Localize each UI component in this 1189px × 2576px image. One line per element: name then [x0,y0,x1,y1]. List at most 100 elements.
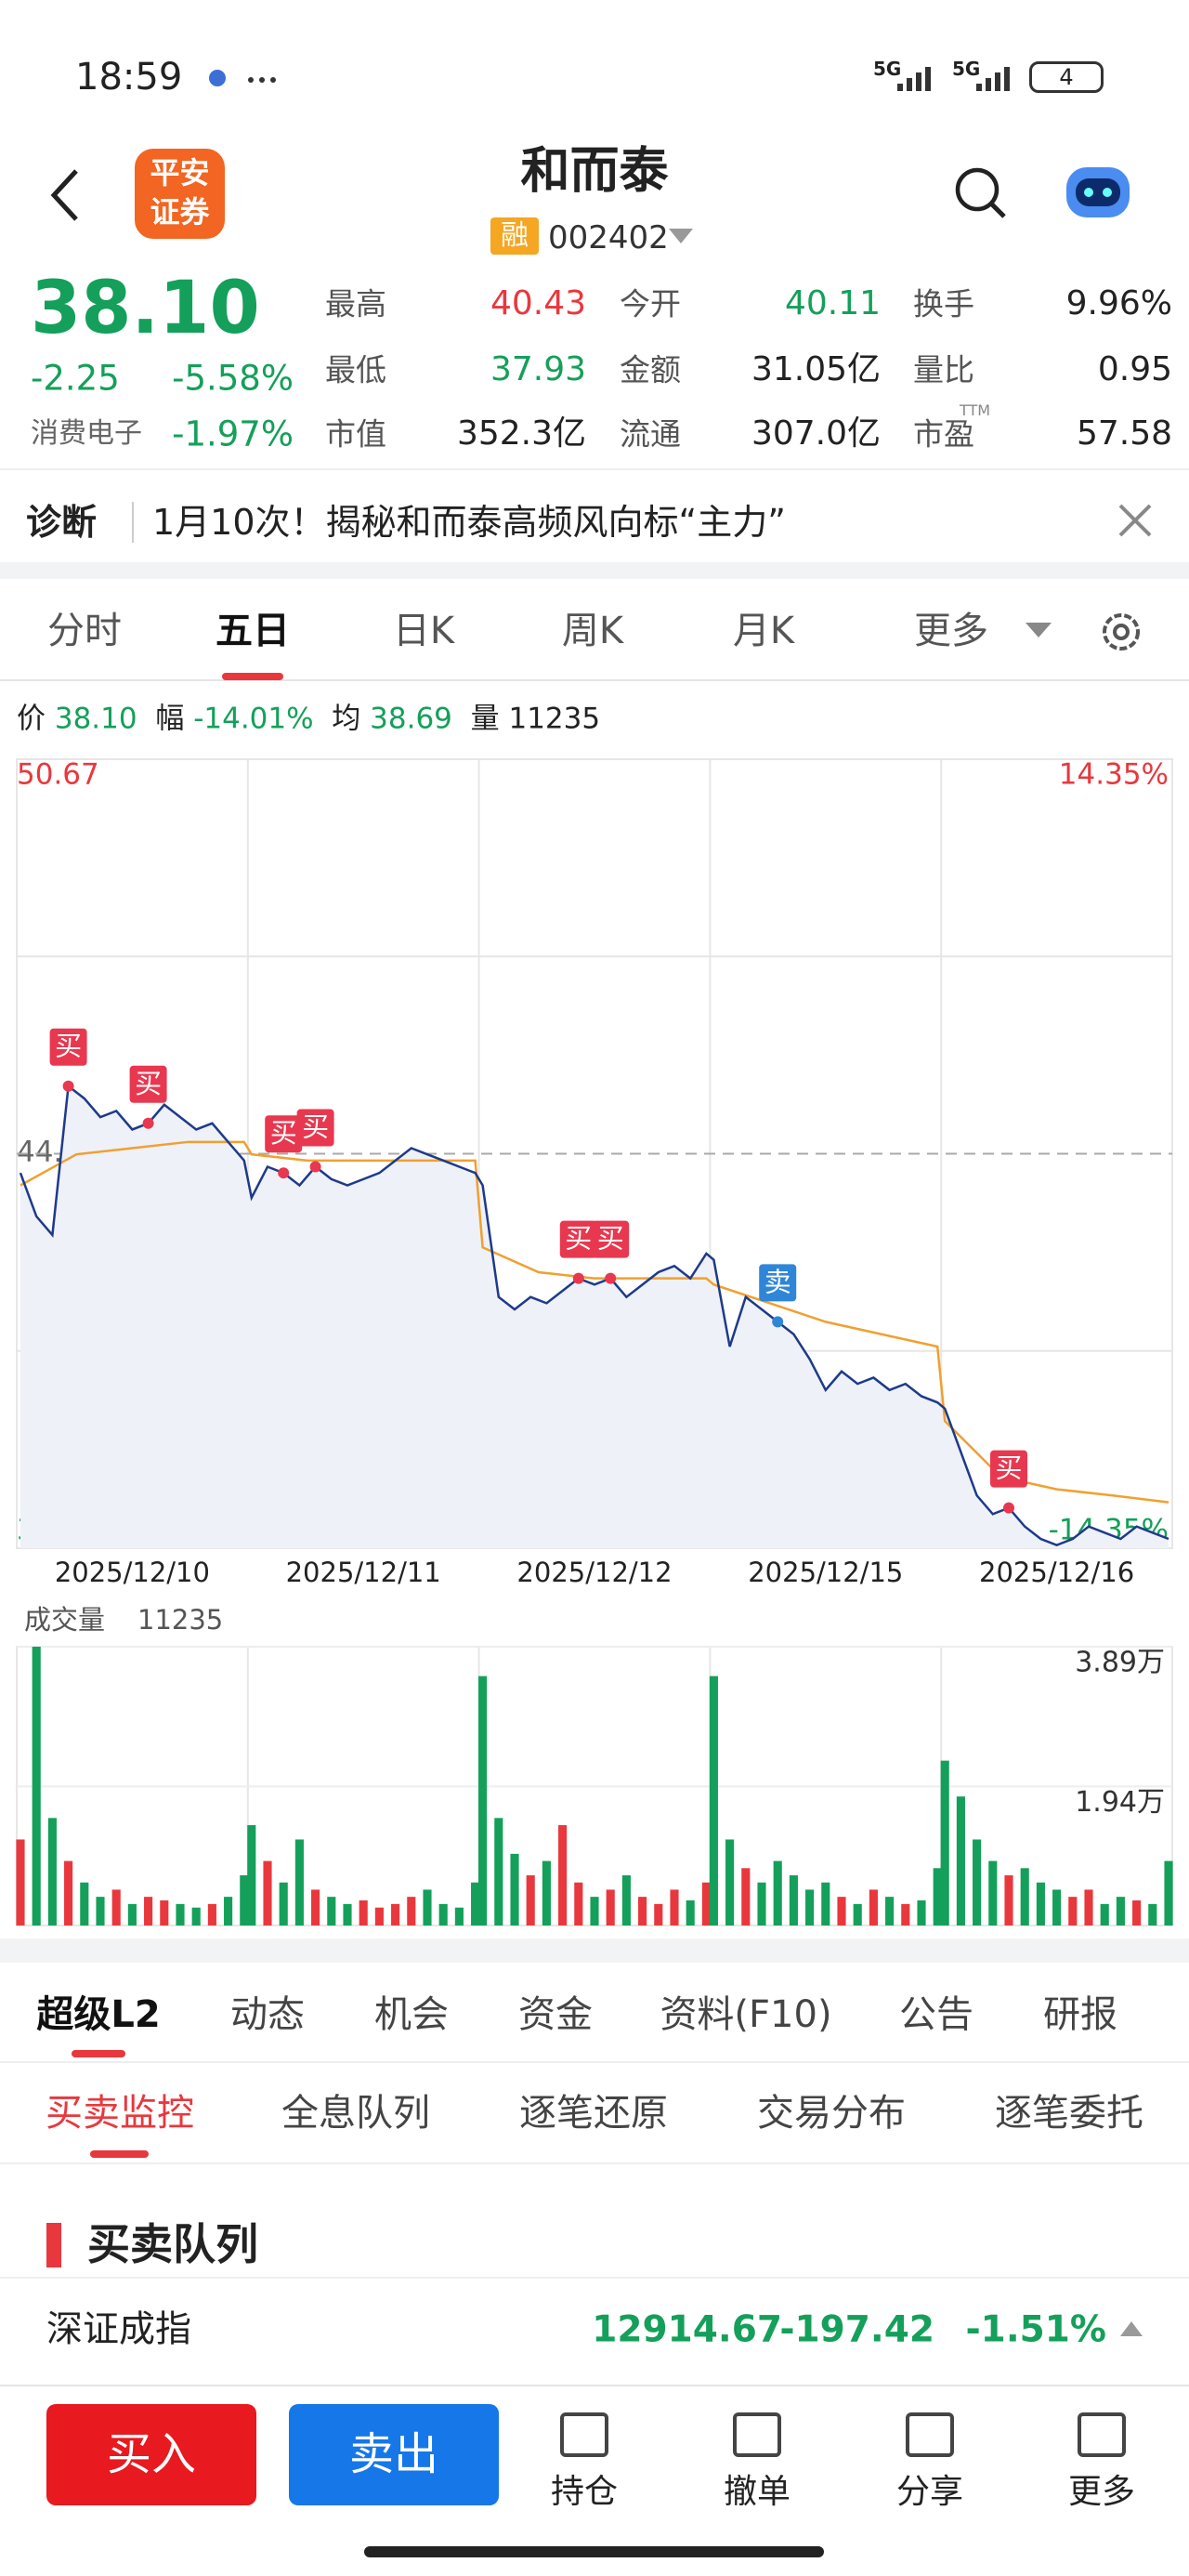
expand[interactable] [1120,2320,1143,2338]
nav-icon[interactable] [733,2412,781,2457]
volume-bar [821,1882,830,1925]
info-label: 均 [332,702,361,736]
trade-dot [572,1272,584,1284]
volume-bar [973,1839,982,1925]
stat-value: 0.95 [1097,350,1172,388]
volume-bar [80,1882,89,1925]
x-tick-label: 2025/12/15 [748,1557,903,1588]
sub-tab[interactable]: 逐笔委托 [995,2092,1143,2135]
stock-code: 002402 [548,219,669,256]
volume-bar [279,1882,288,1925]
close-button[interactable] [1117,502,1154,539]
volume-bar [837,1897,846,1925]
nav-icon[interactable] [560,2412,608,2457]
tab-underline [90,2150,149,2158]
chart-tab[interactable]: 周K [561,610,624,652]
trade-marker [265,1115,303,1153]
divider [132,502,134,543]
chart-tab[interactable]: 更多 [914,610,988,652]
section-tab[interactable]: 动态 [230,1993,305,2036]
dropdown[interactable] [1026,621,1052,639]
volume-bar [64,1860,73,1925]
x-tick-label: 2025/12/10 [55,1557,210,1588]
volume-bar [885,1897,895,1925]
info-value: 38.69 [370,702,452,736]
buy-button[interactable]: 买入 [46,2404,256,2505]
stat-value: 57.58 [1076,414,1172,453]
x-tick-label: 2025/12/16 [979,1557,1134,1588]
volume-bar [542,1860,551,1925]
volume-bar [438,1903,448,1925]
sub-tab[interactable]: 全息队列 [281,2092,430,2135]
sub-tab[interactable]: 交易分布 [757,2092,906,2135]
volume-bar [224,1897,233,1925]
chart-tab[interactable]: 日K [392,610,455,652]
index-bar[interactable] [0,2277,1189,2385]
volume-bar [638,1897,647,1925]
stat-value: 307.0亿 [751,414,881,453]
trade-dot [1003,1502,1014,1514]
dropdown[interactable] [669,227,693,245]
volume-bar [263,1860,272,1925]
chart: 50.6744.3137.9514.35%-14.35%2025/12/1020… [16,758,1173,1926]
trade-label: 买 [270,1117,297,1149]
volume-bar [32,1647,41,1925]
stat-label: 最低 [325,351,386,388]
section-tab[interactable]: 资料(F10) [660,1993,832,2036]
index-value: 12914.67 [592,2308,782,2351]
stat-value: 9.96% [1065,284,1172,322]
chart-tab[interactable]: 月K [732,610,795,652]
diagnosis-text[interactable]: 1月10次！揭秘和而泰高频风向标“主力” [152,502,786,543]
y-tick-label: 50.67 [17,758,99,792]
trade-dot [142,1117,154,1129]
stat-value: 37.93 [490,350,586,388]
settings-button[interactable] [1098,609,1144,655]
tab-underline [72,2050,125,2057]
sub-tab[interactable]: 买卖监控 [46,2092,194,2135]
section-tab[interactable]: 研报 [1043,1993,1117,2036]
divider [0,2061,1189,2063]
trade-dot [605,1272,617,1284]
volume-bar [144,1897,153,1925]
info-label: 幅 [155,702,185,736]
trade-label: 买 [135,1068,162,1099]
trade-marker [592,1220,630,1258]
volume-bar [1116,1897,1125,1925]
nav-label[interactable]: 撤单 [723,2473,790,2511]
volume-bar [805,1889,815,1925]
chart-tab[interactable]: 五日 [216,610,290,652]
network: 5G [952,58,981,80]
gap [0,1939,1189,1963]
volume-bar [940,1760,949,1925]
nav-label[interactable]: 持仓 [550,2473,618,2511]
sector-pct: -1.97% [172,414,294,454]
section-tab[interactable]: 机会 [374,1993,449,2036]
volume-bar [773,1860,782,1925]
info-value: 38.10 [54,702,137,736]
trade-dot [62,1080,74,1092]
volume-bar [654,1903,663,1925]
volume-bar [1036,1882,1045,1925]
section-tab[interactable]: 公告 [899,1993,973,2036]
section-tab[interactable]: 资金 [518,1993,593,2036]
nav-icon[interactable] [906,2412,954,2457]
section-tab[interactable]: 超级L2 [36,1993,161,2036]
index-pct: -1.51% [965,2308,1107,2351]
nav-label[interactable]: 更多 [1067,2473,1135,2511]
y-tick-label: 1.94万 [1075,1786,1165,1819]
back-button[interactable] [46,167,84,223]
nav-label[interactable]: 分享 [895,2473,963,2511]
nav-icon[interactable] [1078,2412,1126,2457]
logo [135,149,225,239]
sell-button[interactable]: 卖出 [289,2404,499,2505]
assistant-button[interactable] [1059,158,1137,225]
title-bar [46,2223,61,2267]
trade-label: 买 [55,1031,82,1062]
index-change: -197.42 [779,2308,934,2351]
volume-bar [901,1903,910,1925]
sub-tab[interactable]: 逐笔还原 [519,2092,668,2135]
search-button[interactable] [953,165,1009,221]
chart-tab[interactable]: 分时 [47,610,122,652]
stat-value: 40.43 [490,284,586,322]
